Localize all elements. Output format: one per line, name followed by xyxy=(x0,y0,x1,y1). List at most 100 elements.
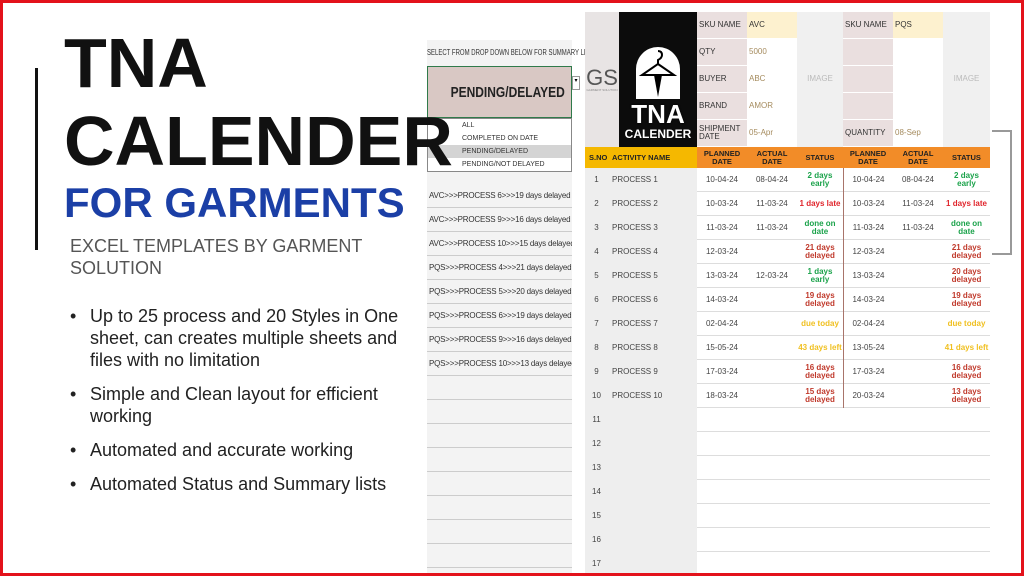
table-cell: 5 xyxy=(585,264,608,288)
dropdown-option[interactable]: PENDING/DELAYED xyxy=(428,145,571,158)
table-cell: 9 xyxy=(585,360,608,384)
table-cell: 13-03-24 xyxy=(843,264,893,288)
activity-cell xyxy=(608,480,697,504)
table-cell: 1 xyxy=(585,168,608,192)
table-cell: 12-03-24 xyxy=(843,240,893,264)
sku2-label: QUANTITY xyxy=(843,120,893,146)
activity-cell xyxy=(608,432,697,456)
gs-logo-text: GS xyxy=(586,64,618,90)
status-cell: 15 days delayed xyxy=(805,387,835,404)
dropdown-option[interactable]: PENDING/NOT DELAYED xyxy=(462,161,545,168)
table-cell: 13-05-24 xyxy=(843,336,893,360)
sku1-ship-label: SHIPMENT DATE xyxy=(697,120,747,146)
table-cell xyxy=(747,336,797,360)
activity-cell: PROCESS 6 xyxy=(608,288,697,312)
summary-empty-row xyxy=(427,400,572,424)
logo-subtitle: CALENDER xyxy=(624,126,692,141)
dropdown-option[interactable]: ALL xyxy=(462,122,475,129)
table-cell xyxy=(747,288,797,312)
sku1-ship: 05-Apr xyxy=(747,120,797,146)
status-cell: 1 days late xyxy=(946,199,987,208)
summary-item: PQS>>>PROCESS 10>>>13 days delayed xyxy=(427,352,572,376)
status-cell: 16 days delayed xyxy=(805,363,835,380)
table-cell: 18-03-24 xyxy=(705,391,739,400)
summary-panel: SELECT FROM DROP DOWN BELOW FOR SUMMARY … xyxy=(427,40,593,576)
bracket-decoration xyxy=(992,130,1012,255)
table-cell: 13-03-24 xyxy=(705,271,739,280)
status-cell: 21 days delayed xyxy=(805,243,835,260)
table-cell xyxy=(893,288,943,312)
sku2-value: 08-Sep xyxy=(893,120,943,146)
sku1-qty: 5000 xyxy=(747,39,797,65)
summary-empty-row xyxy=(427,424,572,448)
dropdown-arrow-icon[interactable]: ▾ xyxy=(572,76,580,90)
column-header: PLANNED DATE xyxy=(843,147,893,168)
table-row-empty: 16 xyxy=(585,528,990,552)
row-number: 13 xyxy=(585,456,608,480)
summary-item: AVC>>>PROCESS 9>>>16 days delayed xyxy=(427,208,572,232)
table-row-empty: 13 xyxy=(585,456,990,480)
dropdown-option[interactable]: COMPLETED ON DATE xyxy=(462,135,539,142)
row-number: 11 xyxy=(585,408,608,432)
row-number: 15 xyxy=(585,504,608,528)
table-cell xyxy=(893,240,943,264)
summary-dropdown[interactable]: PENDING/DELAYED xyxy=(427,66,572,118)
table-cell: 10-03-24 xyxy=(843,192,893,216)
status-cell: 43 days left xyxy=(798,343,842,352)
sku2-value: PQS xyxy=(893,12,943,38)
activity-cell: PROCESS 4 xyxy=(608,240,697,264)
table-cell: 12-03-24 xyxy=(705,247,739,256)
summary-item: AVC>>>PROCESS 10>>>15 days delayed xyxy=(427,232,572,256)
column-header: S.NO xyxy=(585,147,608,168)
sku2-label xyxy=(843,93,893,119)
column-header: PLANNED DATE xyxy=(697,147,747,168)
table-cell: 3 xyxy=(585,216,608,240)
title-line-1: TNA xyxy=(64,24,208,102)
sku2-value xyxy=(893,93,943,119)
dropdown-options: ALL COMPLETED ON DATE PENDING/DELAYED PE… xyxy=(427,118,572,172)
table-cell: 11-03-24 xyxy=(902,223,934,232)
table-cell: 02-04-24 xyxy=(843,312,893,336)
summary-hint: SELECT FROM DROP DOWN BELOW FOR SUMMARY … xyxy=(427,48,594,57)
sku2-value xyxy=(893,39,943,65)
table-cell: 4 xyxy=(585,240,608,264)
table-cell: 17-03-24 xyxy=(843,360,893,384)
table-row: 6 PROCESS 6 14-03-24 19 days delayed 14-03-2… xyxy=(585,288,990,312)
status-cell: 2 days early xyxy=(954,171,979,188)
row-number: 12 xyxy=(585,432,608,456)
summary-empty-row xyxy=(427,496,572,520)
table-row: 2 PROCESS 2 10-03-24 11-03-24 1 days late 10-… xyxy=(585,192,990,216)
sku1-image-placeholder: IMAGE xyxy=(797,12,843,147)
feature-item: Automated and accurate working xyxy=(70,439,415,461)
gs-logo: GS GARMENT SOLUTION xyxy=(585,12,619,147)
table-cell xyxy=(747,240,797,264)
sku2-label xyxy=(843,66,893,92)
table-cell: 11-03-24 xyxy=(843,216,893,240)
activity-cell: PROCESS 3 xyxy=(608,216,697,240)
tna-sheet: GS GARMENT SOLUTION TNA CALENDER SKU NAM… xyxy=(585,12,995,576)
table-row: 10 PROCESS 10 18-03-24 15 days delayed 20-03… xyxy=(585,384,990,408)
sku2-value xyxy=(893,66,943,92)
summary-item: PQS>>>PROCESS 9>>>16 days delayed xyxy=(427,328,572,352)
status-cell: due today xyxy=(947,319,986,328)
table-row: 7 PROCESS 7 02-04-24 due today 02-04-24 due t… xyxy=(585,312,990,336)
row-number: 14 xyxy=(585,480,608,504)
activity-cell: PROCESS 1 xyxy=(608,168,697,192)
sku1-buyer: ABC xyxy=(747,66,797,92)
activity-cell: PROCESS 9 xyxy=(608,360,697,384)
table-cell xyxy=(893,312,943,336)
activity-cell: PROCESS 2 xyxy=(608,192,697,216)
table-cell: 8 xyxy=(585,336,608,360)
summary-item: AVC>>>PROCESS 6>>>19 days delayed xyxy=(427,184,572,208)
table-cell: 10-03-24 xyxy=(705,199,739,208)
table-cell xyxy=(893,264,943,288)
table-cell xyxy=(747,384,797,408)
subtitle: EXCEL TEMPLATES BY GARMENT SOLUTION xyxy=(70,236,363,278)
hanger-icon xyxy=(636,46,680,99)
table-row-empty: 17 xyxy=(585,552,990,576)
table-cell: 6 xyxy=(585,288,608,312)
accent-line xyxy=(35,68,38,250)
summary-item: PQS>>>PROCESS 4>>>21 days delayed xyxy=(427,256,572,280)
activity-cell: PROCESS 10 xyxy=(608,384,697,408)
sku2-image-placeholder: IMAGE xyxy=(943,12,990,147)
